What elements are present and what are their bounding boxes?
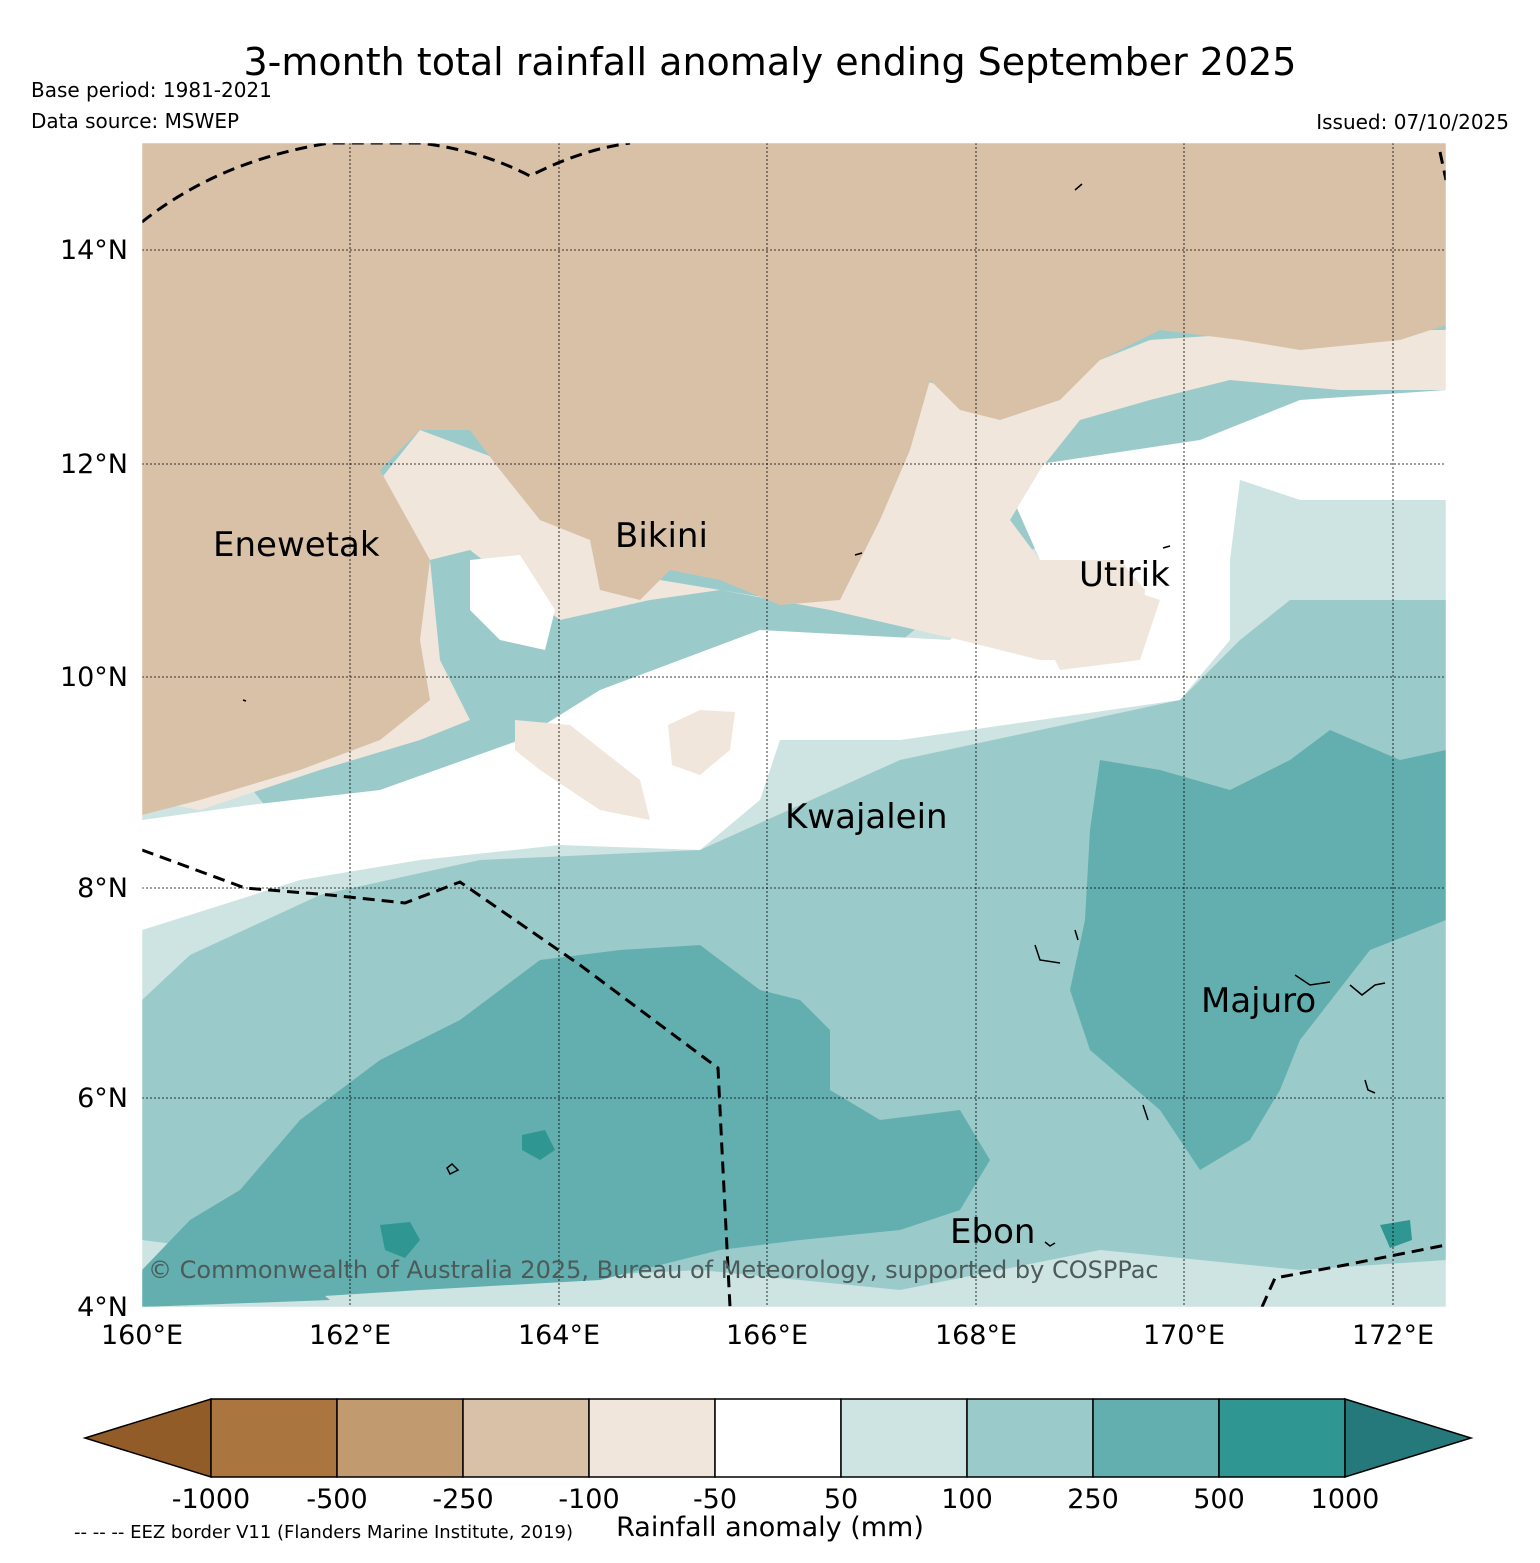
- place-utirik: Utirik: [1079, 555, 1170, 595]
- cb-tick: -100: [558, 1484, 619, 1515]
- gridlines: [142, 143, 1446, 1307]
- cb-extend-low: [82, 1397, 212, 1479]
- map-fill: [142, 143, 1446, 1307]
- cb-bin-2: [336, 1398, 464, 1478]
- band-m250-m100: [142, 143, 1446, 815]
- lat-tick-12: 12°N: [60, 449, 128, 480]
- place-bikini: Bikini: [615, 516, 708, 556]
- lat-axis: 14°N 12°N 10°N 8°N 6°N 4°N: [60, 235, 128, 1323]
- place-majuro: Majuro: [1201, 981, 1316, 1021]
- cb-bin-7: [966, 1398, 1094, 1478]
- cb-bin-8: [1092, 1398, 1220, 1478]
- cb-bin-5: [714, 1398, 842, 1478]
- band-500-1000: [380, 1222, 420, 1258]
- band-250-500: [142, 945, 990, 1307]
- cb-extend-high: [1344, 1397, 1474, 1479]
- band-m50-50: [142, 390, 1446, 930]
- place-enewetak: Enewetak: [213, 525, 380, 565]
- cb-bin-6: [840, 1398, 968, 1478]
- coastlines: [242, 183, 1386, 1247]
- lon-tick-172: 172°E: [1352, 1320, 1434, 1351]
- colorbar-ticks: -1000 -500 -250 -100 -50 50 100 250 500 …: [172, 1484, 1380, 1515]
- lon-tick-160: 160°E: [101, 1320, 183, 1351]
- place-labels: Enewetak Bikini Utirik Kwajalein Majuro …: [213, 516, 1316, 1252]
- cb-tick: 500: [1193, 1484, 1245, 1515]
- cb-tick: 1000: [1311, 1484, 1380, 1515]
- cb-tick: -50: [693, 1484, 737, 1515]
- lat-tick-10: 10°N: [60, 662, 128, 693]
- cb-tick: -500: [306, 1484, 367, 1515]
- colorbar-title: Rainfall anomaly (mm): [616, 1512, 924, 1543]
- place-ebon: Ebon: [950, 1212, 1035, 1252]
- cb-tick: -250: [432, 1484, 493, 1515]
- lon-tick-168: 168°E: [935, 1320, 1017, 1351]
- cb-bin-1: [210, 1398, 338, 1478]
- eez-border: [142, 143, 1446, 1307]
- cb-bin-3: [462, 1398, 590, 1478]
- eez-legend-note: -- -- -- EEZ border V11 (Flanders Marine…: [74, 1522, 574, 1543]
- lat-tick-4: 4°N: [77, 1292, 128, 1323]
- cb-bin-4: [588, 1398, 716, 1478]
- lat-tick-8: 8°N: [77, 873, 128, 904]
- cb-tick: 250: [1067, 1484, 1119, 1515]
- cb-bin-9: [1218, 1398, 1346, 1478]
- colorbar: [82, 1397, 1474, 1479]
- cb-tick: 50: [824, 1484, 858, 1515]
- lon-tick-170: 170°E: [1143, 1320, 1225, 1351]
- copyright-notice: © Commonwealth of Australia 2025, Bureau…: [148, 1256, 1159, 1284]
- data-source: Data source: MSWEP: [31, 109, 240, 133]
- cb-tick: -1000: [172, 1484, 250, 1515]
- lon-tick-166: 166°E: [726, 1320, 808, 1351]
- band-m100-m50: [142, 330, 1446, 810]
- base-period: Base period: 1981-2021: [31, 78, 272, 102]
- lon-tick-164: 164°E: [518, 1320, 600, 1351]
- cb-tick: 100: [941, 1484, 993, 1515]
- place-kwajalein: Kwajalein: [785, 797, 948, 837]
- issued-date: Issued: 07/10/2025: [1316, 110, 1509, 134]
- lat-tick-6: 6°N: [77, 1083, 128, 1114]
- lat-tick-14: 14°N: [60, 235, 128, 266]
- lon-axis: 160°E 162°E 164°E 166°E 168°E 170°E 172°…: [101, 1320, 1434, 1351]
- map-frame: [141, 142, 1447, 1308]
- map-title: 3-month total rainfall anomaly ending Se…: [243, 40, 1297, 84]
- lon-tick-162: 162°E: [309, 1320, 391, 1351]
